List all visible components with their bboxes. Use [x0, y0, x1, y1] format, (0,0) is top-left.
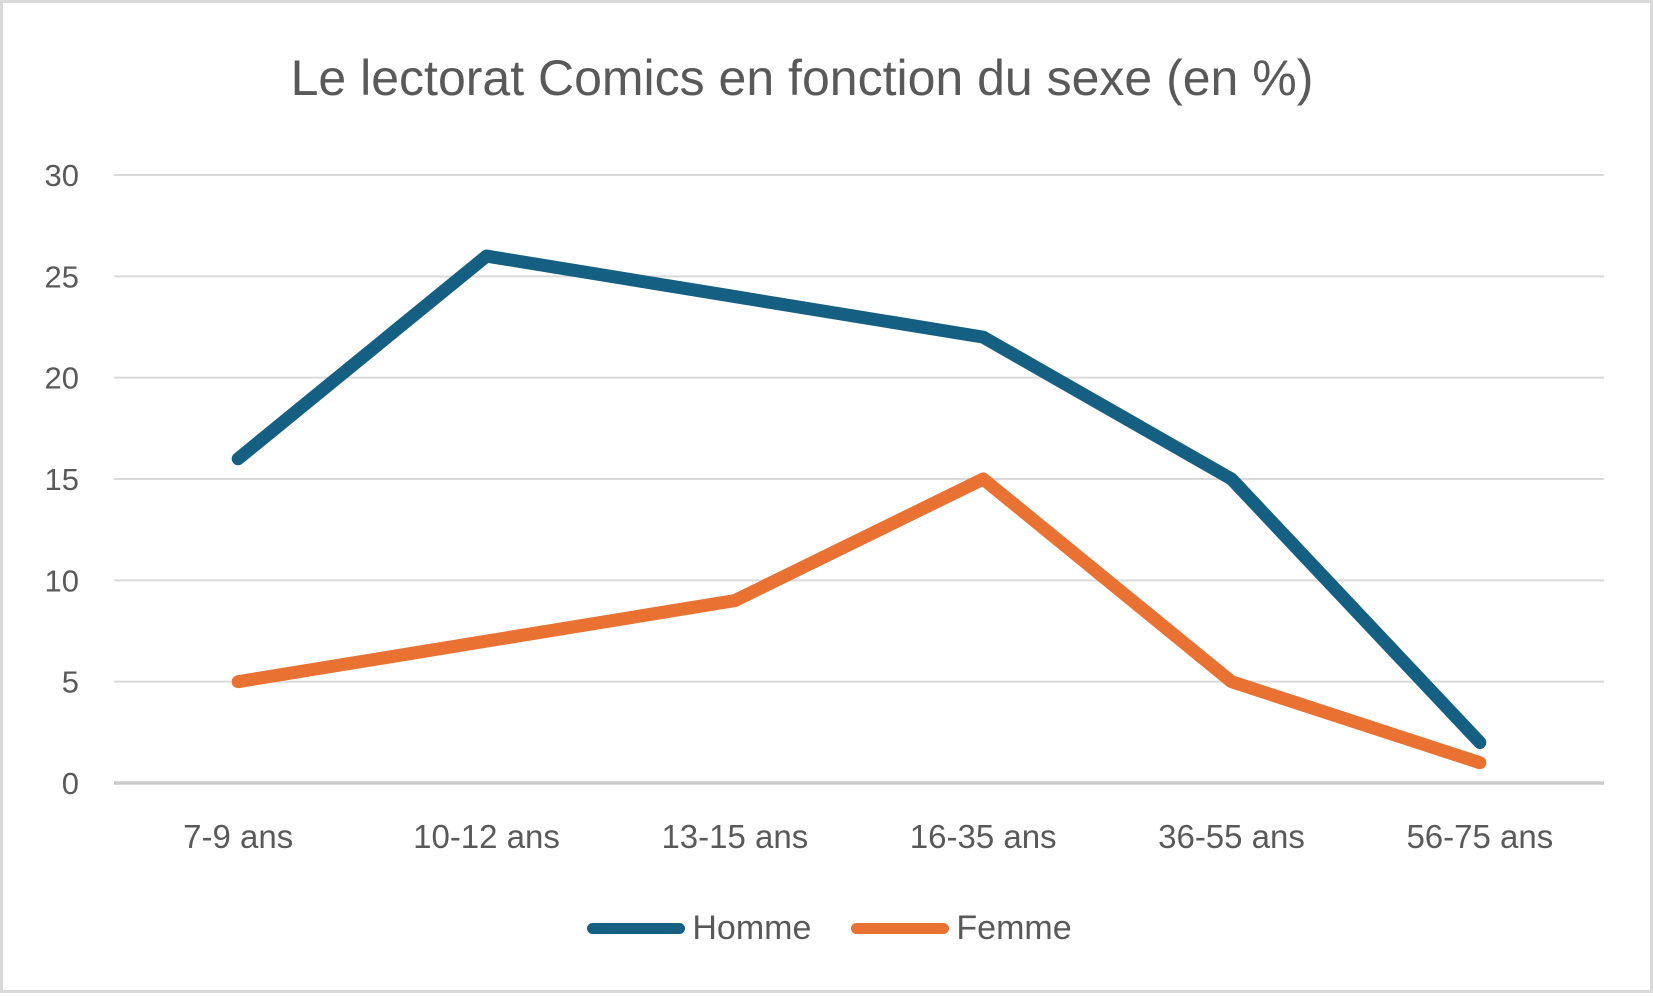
legend-item-homme: Homme — [587, 911, 811, 945]
x-category-label: 13-15 ans — [661, 818, 808, 855]
y-tick-label: 15 — [45, 462, 79, 497]
legend-label: Femme — [956, 909, 1072, 947]
y-tick-label: 30 — [45, 158, 79, 193]
series-line-femme — [231, 472, 1487, 770]
chart-area: Le lectorat Comics en fonction du sexe (… — [3, 3, 1650, 990]
gridlines-group — [114, 174, 1604, 785]
series-line-homme — [231, 249, 1487, 749]
y-tick-label: 25 — [45, 259, 79, 294]
legend-item-femme: Femme — [851, 909, 1072, 947]
y-tick-label: 10 — [45, 563, 79, 598]
x-category-label: 10-12 ans — [413, 818, 560, 855]
axis-labels-group: 30 25 20 15 10 5 0 7-9 ans 10-12 ans 13-15 ans 16-… — [45, 158, 1554, 855]
legend-swatch-femme — [851, 922, 950, 934]
series-group — [231, 249, 1487, 770]
legend-swatch-homme — [587, 922, 686, 934]
legend: Homme Femme — [3, 901, 1653, 955]
y-tick-label: 0 — [62, 766, 79, 801]
x-category-label: 16-35 ans — [910, 818, 1057, 855]
chart-title: Le lectorat Comics en fonction du sexe (… — [290, 50, 1314, 106]
legend-label: Homme — [692, 909, 812, 947]
plot-svg: 30 25 20 15 10 5 0 7-9 ans 10-12 ans 13-15 ans 16-… — [45, 158, 1604, 855]
x-category-label: 36-55 ans — [1158, 818, 1305, 855]
y-tick-label: 5 — [62, 665, 79, 700]
x-category-label: 56-75 ans — [1406, 818, 1553, 855]
y-tick-label: 20 — [45, 361, 79, 396]
x-category-label: 7-9 ans — [183, 818, 293, 855]
